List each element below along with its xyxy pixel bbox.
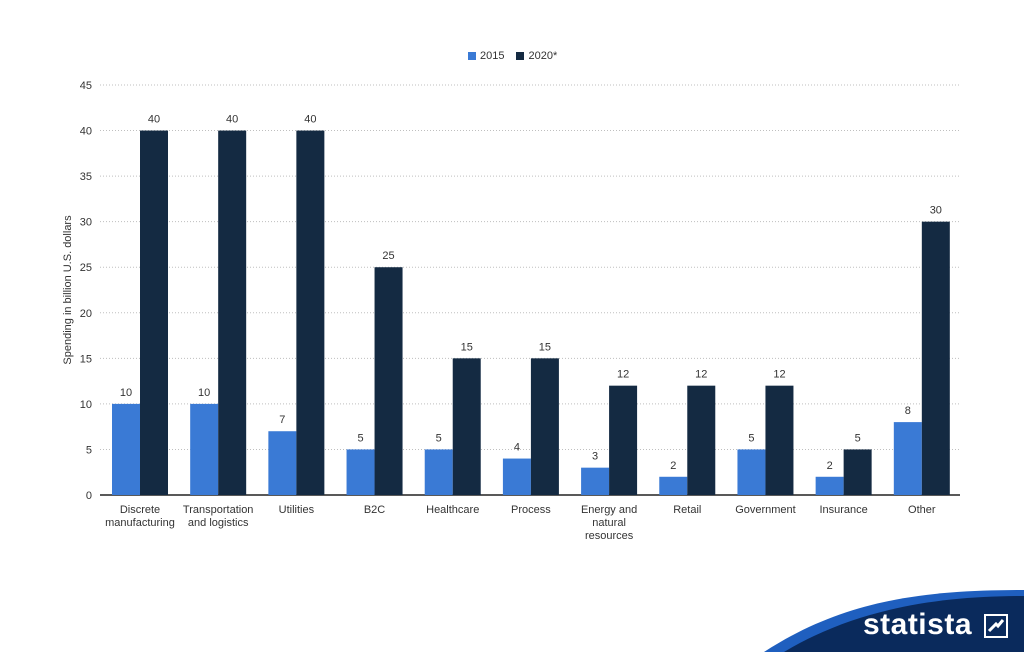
bar-2015-7[interactable] <box>659 476 688 495</box>
data-label-2015-9: 2 <box>827 460 833 472</box>
x-tick-label-line: Transportation <box>183 504 254 516</box>
bar-2020-6[interactable] <box>609 385 638 495</box>
x-tick-label-8: Government <box>735 504 796 516</box>
y-tick-label-5: 5 <box>86 444 92 456</box>
data-label-2015-6: 3 <box>592 451 598 463</box>
legend-item-2020[interactable]: 2020* <box>516 50 557 62</box>
data-label-2015-8: 5 <box>748 432 754 444</box>
data-label-2015-5: 4 <box>514 442 520 454</box>
x-tick-label-10: Other <box>908 504 936 516</box>
x-tick-label-line: Retail <box>673 504 701 516</box>
x-tick-label-line: manufacturing <box>105 517 175 529</box>
data-label-2020-0: 40 <box>148 114 160 126</box>
x-tick-label-7: Retail <box>673 504 701 516</box>
x-tick-label-line: Utilities <box>279 504 315 516</box>
x-tick-label-line: Energy and <box>581 504 637 516</box>
y-tick-label-25: 25 <box>80 262 92 274</box>
bar-2020-2[interactable] <box>296 130 325 496</box>
data-label-2015-4: 5 <box>436 432 442 444</box>
bar-2015-6[interactable] <box>581 467 610 495</box>
data-label-2020-8: 12 <box>773 369 785 381</box>
bar-2015-10[interactable] <box>893 422 922 495</box>
legend-item-2015[interactable]: 2015 <box>468 50 504 62</box>
data-label-2020-1: 40 <box>226 114 238 126</box>
x-tick-label-line: Other <box>908 504 936 516</box>
bar-2020-10[interactable] <box>921 221 950 495</box>
data-label-2020-4: 15 <box>461 341 473 353</box>
x-tick-label-2: Utilities <box>279 504 315 516</box>
y-tick-label-20: 20 <box>80 308 92 320</box>
y-tick-label-30: 30 <box>80 217 92 229</box>
bar-2020-7[interactable] <box>687 385 716 495</box>
statista-watermark[interactable]: statista <box>724 590 1024 652</box>
data-label-2015-1: 10 <box>198 387 210 399</box>
legend: 2015 2020* <box>468 50 557 62</box>
bar-2020-9[interactable] <box>843 449 872 495</box>
bar-2020-5[interactable] <box>530 358 559 495</box>
legend-swatch-2015 <box>468 52 476 60</box>
x-tick-label-6: Energy and natural resources <box>581 504 637 542</box>
x-tick-label-0: Discrete manufacturing <box>105 504 175 529</box>
bar-2020-3[interactable] <box>374 267 403 495</box>
bar-2020-4[interactable] <box>452 358 481 495</box>
bar-2015-9[interactable] <box>815 476 844 495</box>
watermark-wave <box>764 590 1024 652</box>
legend-label-2020: 2020* <box>528 50 558 62</box>
x-tick-label-3: B2C <box>364 504 385 516</box>
x-tick-label-line: resources <box>585 530 634 542</box>
data-label-2015-10: 8 <box>905 405 911 417</box>
x-tick-label-line: Healthcare <box>426 504 479 516</box>
statista-logo-text: statista <box>862 608 972 641</box>
x-tick-label-line: Government <box>735 504 796 516</box>
data-label-2015-3: 5 <box>357 432 363 444</box>
bar-2015-3[interactable] <box>346 449 375 495</box>
data-label-2015-7: 2 <box>670 460 676 472</box>
data-label-2020-10: 30 <box>930 205 942 217</box>
data-label-2020-6: 12 <box>617 369 629 381</box>
y-tick-label-15: 15 <box>80 353 92 365</box>
bar-2015-5[interactable] <box>502 458 531 495</box>
data-label-2020-2: 40 <box>304 114 316 126</box>
x-tick-label-line: and logistics <box>188 517 249 529</box>
x-tick-label-line: Discrete <box>120 504 160 516</box>
data-label-2020-7: 12 <box>695 369 707 381</box>
watermark-wave-fill <box>784 596 1024 652</box>
data-label-2020-5: 15 <box>539 341 551 353</box>
x-tick-label-line: B2C <box>364 504 385 516</box>
y-tick-label-0: 0 <box>86 490 92 502</box>
data-label-2015-2: 7 <box>279 414 285 426</box>
bar-2015-4[interactable] <box>424 449 453 495</box>
bar-2015-8[interactable] <box>737 449 766 495</box>
bar-2020-8[interactable] <box>765 385 794 495</box>
x-tick-label-line: Process <box>511 504 551 516</box>
y-tick-label-10: 10 <box>80 399 92 411</box>
x-tick-label-5: Process <box>511 504 551 516</box>
y-tick-label-40: 40 <box>80 126 92 138</box>
bar-2015-2[interactable] <box>268 431 297 495</box>
legend-swatch-2020 <box>516 52 525 60</box>
y-tick-label-45: 45 <box>80 80 92 92</box>
x-tick-label-9: Insurance <box>819 504 867 516</box>
data-label-2020-9: 5 <box>855 432 861 444</box>
bar-2015-0[interactable] <box>112 403 140 495</box>
x-tick-label-line: Insurance <box>819 504 867 516</box>
y-axis-title: Spending in billion U.S. dollars <box>62 215 74 365</box>
bar-2020-0[interactable] <box>140 130 168 496</box>
legend-label-2015: 2015 <box>480 50 505 62</box>
x-tick-label-line: natural <box>592 517 626 529</box>
data-label-2020-3: 25 <box>382 250 394 262</box>
x-tick-label-4: Healthcare <box>426 504 479 516</box>
statista-logo-icon <box>984 614 1008 638</box>
x-tick-label-1: Transportation and logistics <box>183 504 254 529</box>
y-tick-label-35: 35 <box>80 171 92 183</box>
bar-2020-1[interactable] <box>218 130 247 496</box>
data-label-2015-0: 10 <box>120 387 132 399</box>
bar-2015-1[interactable] <box>190 403 219 495</box>
